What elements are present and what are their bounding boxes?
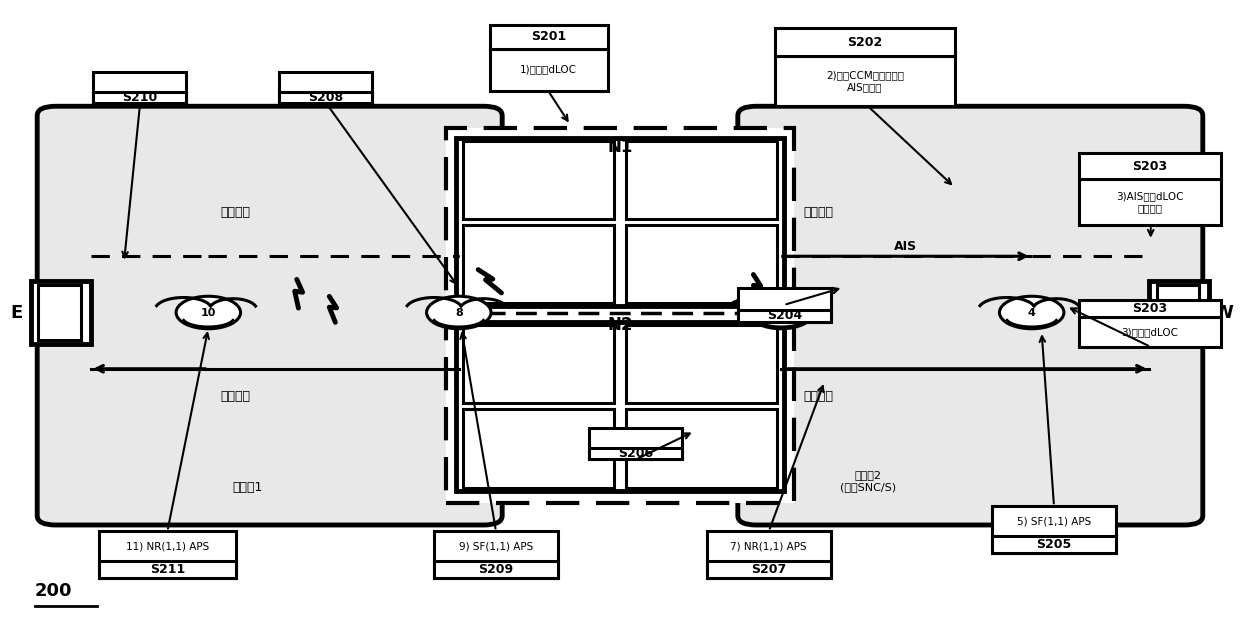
Bar <box>99 531 236 578</box>
Bar <box>738 288 831 322</box>
Bar <box>707 561 831 578</box>
Text: E: E <box>10 304 22 321</box>
Bar <box>1149 281 1209 344</box>
Text: S201: S201 <box>531 30 567 43</box>
Text: S211: S211 <box>150 563 185 576</box>
Bar <box>589 448 682 459</box>
Text: 10: 10 <box>201 308 216 318</box>
Bar <box>93 72 186 103</box>
Circle shape <box>999 296 1064 329</box>
Bar <box>707 531 831 578</box>
Text: 1)检测到dLOC: 1)检测到dLOC <box>521 64 577 74</box>
Text: 3)检测到dLOC: 3)检测到dLOC <box>1122 327 1178 337</box>
Text: S206: S206 <box>618 448 653 460</box>
Bar <box>434 531 558 578</box>
Bar <box>93 92 186 103</box>
Bar <box>1157 285 1199 340</box>
Text: S203: S203 <box>1132 302 1168 315</box>
Bar <box>490 25 608 49</box>
Bar <box>589 428 682 459</box>
Text: 8: 8 <box>455 308 463 318</box>
Bar <box>38 285 81 340</box>
Text: S202: S202 <box>847 36 883 49</box>
FancyBboxPatch shape <box>738 106 1203 525</box>
Text: 6: 6 <box>777 308 785 318</box>
Bar <box>463 141 614 219</box>
Bar <box>463 225 614 303</box>
Text: 11) NR(1,1) APS: 11) NR(1,1) APS <box>125 541 210 551</box>
Text: W: W <box>1214 304 1234 321</box>
Text: N1: N1 <box>608 138 632 156</box>
Text: S210: S210 <box>122 91 157 104</box>
Bar <box>992 506 1116 553</box>
Text: 2)停止CCM传输并开始
AIS帧传输: 2)停止CCM传输并开始 AIS帧传输 <box>826 70 904 92</box>
Text: S208: S208 <box>308 91 343 104</box>
Text: 7) NR(1,1) APS: 7) NR(1,1) APS <box>730 541 807 551</box>
Circle shape <box>427 296 491 329</box>
Bar <box>456 138 784 306</box>
Bar <box>992 536 1116 553</box>
Text: 保护路径: 保护路径 <box>804 391 833 403</box>
Text: S203: S203 <box>1132 159 1168 172</box>
Bar <box>626 225 777 303</box>
Text: S205: S205 <box>1037 538 1071 551</box>
Text: 200: 200 <box>35 582 72 599</box>
Bar <box>1079 153 1221 179</box>
Bar <box>31 281 91 344</box>
Bar <box>279 92 372 103</box>
Bar <box>463 409 614 488</box>
Bar <box>1079 179 1221 225</box>
Circle shape <box>176 296 241 329</box>
Bar <box>775 28 955 56</box>
Text: 9) SF(1,1) APS: 9) SF(1,1) APS <box>459 541 533 551</box>
Bar <box>463 325 614 403</box>
Text: S209: S209 <box>479 563 513 576</box>
Text: 保护路径: 保护路径 <box>221 391 250 403</box>
Text: N2: N2 <box>608 316 632 334</box>
Bar <box>99 561 236 578</box>
Text: AIS: AIS <box>894 241 916 253</box>
Text: 工作路径: 工作路径 <box>804 206 833 219</box>
Bar <box>626 409 777 488</box>
Bar <box>738 309 831 322</box>
Text: 4: 4 <box>1028 308 1035 318</box>
Text: 3)AIS抑制dLOC
告警报告: 3)AIS抑制dLOC 告警报告 <box>1116 191 1184 213</box>
Text: 保护域2
(使用SNC/S): 保护域2 (使用SNC/S) <box>839 470 897 492</box>
Text: 5) SF(1,1) APS: 5) SF(1,1) APS <box>1017 516 1091 526</box>
Text: S204: S204 <box>766 309 802 322</box>
Text: 工作路径: 工作路径 <box>221 206 250 219</box>
Bar <box>446 128 794 503</box>
Bar <box>626 141 777 219</box>
Bar <box>434 561 558 578</box>
Bar <box>1079 300 1221 317</box>
Bar <box>775 56 955 106</box>
Bar <box>456 322 784 491</box>
Bar <box>1079 317 1221 347</box>
Bar <box>626 325 777 403</box>
FancyBboxPatch shape <box>37 106 502 525</box>
Bar <box>279 72 372 103</box>
Circle shape <box>749 296 813 329</box>
Text: S207: S207 <box>751 563 786 576</box>
Text: 保护域1: 保护域1 <box>233 481 263 494</box>
Bar <box>490 49 608 91</box>
